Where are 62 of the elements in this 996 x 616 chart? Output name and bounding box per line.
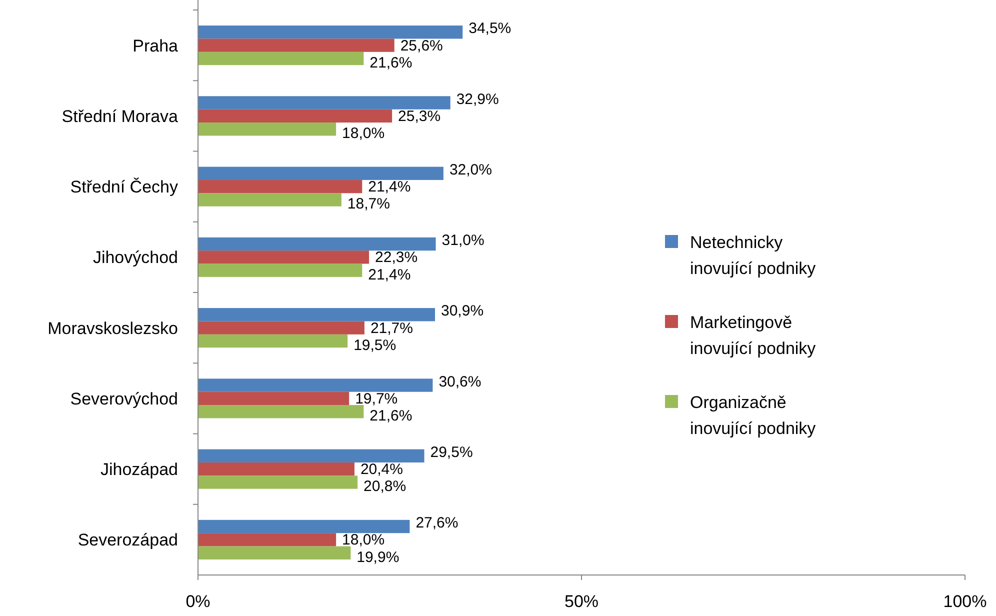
bar — [198, 546, 351, 560]
bar — [198, 334, 348, 348]
data-label: 21,7% — [370, 320, 413, 337]
bar — [198, 308, 436, 322]
data-label: 19,5% — [354, 336, 396, 354]
bar — [198, 449, 424, 462]
bar — [198, 38, 394, 52]
x-tick-label: 50% — [564, 592, 599, 611]
bar — [198, 237, 436, 251]
data-label: 21,6% — [370, 54, 412, 72]
data-label: 21,4% — [368, 178, 411, 196]
bar — [198, 405, 364, 418]
bar — [198, 264, 362, 277]
bar — [198, 392, 350, 406]
data-label: 18,7% — [347, 196, 390, 213]
bar — [198, 109, 392, 123]
y-tick-label: Jihovýchod — [92, 248, 178, 268]
data-label: 34,5% — [468, 20, 512, 38]
bar — [198, 193, 342, 206]
bar — [198, 26, 463, 39]
bar — [198, 166, 444, 180]
legend-label: Netechnicky inovující podniky — [690, 233, 816, 278]
data-label: 30,6% — [438, 373, 482, 390]
legend-label: Marketingově inovující podniky — [690, 313, 816, 358]
y-tick-label: Praha — [132, 36, 179, 56]
x-tick-label: 0% — [186, 592, 210, 611]
legend-label: Organizačně inovující podniky — [690, 393, 816, 438]
bar — [198, 96, 450, 110]
data-label: 18,0% — [342, 532, 385, 549]
x-tick-label: 100% — [943, 592, 987, 611]
bar — [198, 520, 410, 534]
y-tick-label: Moravskoslezsko — [48, 318, 178, 338]
data-label: 25,3% — [398, 108, 441, 125]
data-label: 19,7% — [355, 390, 398, 408]
y-tick-label: Severozápad — [78, 530, 178, 550]
data-label: 27,6% — [416, 514, 458, 532]
y-tick-label: Jihozápad — [100, 460, 178, 480]
bar — [198, 250, 370, 264]
bar — [198, 122, 336, 136]
data-label: 22,3% — [375, 249, 418, 266]
data-label: 21,4% — [368, 266, 411, 284]
data-label: 18,0% — [342, 125, 385, 142]
data-label: 20,8% — [364, 478, 406, 496]
bar — [198, 180, 362, 194]
bar — [198, 533, 336, 546]
bar — [198, 378, 433, 392]
y-tick-label: Střední Čechy — [70, 178, 178, 197]
y-tick-label: Severovýchod — [70, 389, 178, 408]
data-label: 20,4% — [360, 461, 404, 478]
bar — [198, 52, 364, 66]
bar — [198, 462, 354, 476]
data-label: 30,9% — [441, 302, 484, 320]
bar — [198, 476, 358, 489]
bar — [198, 321, 364, 334]
data-label: 32,9% — [456, 90, 499, 108]
y-tick-label: Střední Morava — [62, 106, 179, 126]
data-label: 25,6% — [400, 37, 443, 54]
data-label: 29,5% — [430, 444, 473, 461]
data-label: 21,6% — [370, 408, 412, 425]
data-label: 19,9% — [356, 548, 400, 566]
data-label: 32,0% — [449, 161, 492, 178]
data-label: 31,0% — [442, 232, 484, 250]
